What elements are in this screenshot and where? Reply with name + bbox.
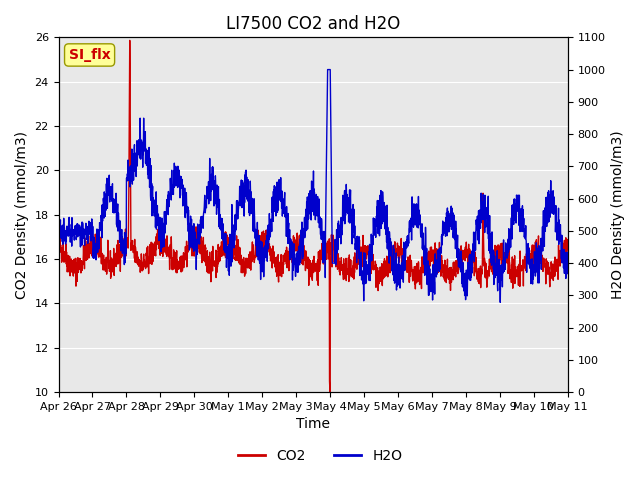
Y-axis label: H2O Density (mmol/m3): H2O Density (mmol/m3) [611, 131, 625, 299]
H2O [534, 256, 541, 262]
CO2 [326, 389, 334, 395]
Line: H2O: H2O [58, 70, 568, 302]
H2O [339, 192, 347, 198]
Line: CO2: CO2 [58, 40, 568, 392]
CO2 [328, 250, 336, 255]
CO2 [534, 244, 541, 250]
CO2 [126, 37, 134, 43]
CO2 [197, 237, 205, 242]
CO2 [461, 258, 469, 264]
Title: LI7500 CO2 and H2O: LI7500 CO2 and H2O [226, 15, 400, 33]
Y-axis label: CO2 Density (mmol/m3): CO2 Density (mmol/m3) [15, 131, 29, 299]
H2O [497, 300, 504, 305]
Legend: CO2, H2O: CO2, H2O [232, 443, 408, 468]
H2O [519, 226, 527, 232]
H2O [461, 284, 468, 289]
H2O [324, 67, 332, 72]
H2O [196, 217, 204, 223]
CO2 [519, 260, 527, 266]
CO2 [564, 241, 572, 247]
H2O [54, 228, 62, 234]
Text: SI_flx: SI_flx [68, 48, 111, 62]
CO2 [339, 271, 347, 277]
X-axis label: Time: Time [296, 418, 330, 432]
H2O [328, 196, 335, 202]
CO2 [54, 242, 62, 248]
H2O [564, 264, 572, 269]
